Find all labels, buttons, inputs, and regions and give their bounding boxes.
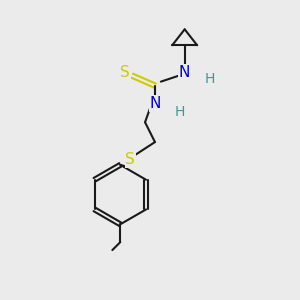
Text: N: N	[179, 65, 190, 80]
Text: H: H	[204, 72, 214, 86]
Text: S: S	[120, 65, 130, 80]
Text: H: H	[175, 105, 185, 119]
Text: N: N	[149, 96, 161, 111]
Text: S: S	[125, 152, 135, 167]
